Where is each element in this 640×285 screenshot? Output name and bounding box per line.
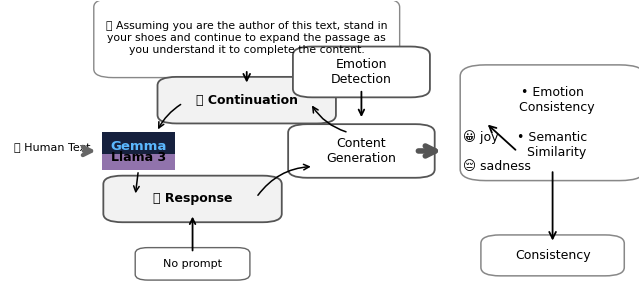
FancyBboxPatch shape [103,176,282,222]
Text: 😀 joy: 😀 joy [463,130,499,144]
Text: 🔥 Human Text: 🔥 Human Text [14,142,91,152]
Text: • Emotion
  Consistency

• Semantic
  Similarity: • Emotion Consistency • Semantic Similar… [511,86,595,159]
Text: No prompt: No prompt [163,259,222,269]
FancyBboxPatch shape [135,248,250,280]
Text: 😔 sadness: 😔 sadness [463,160,531,173]
Text: Consistency: Consistency [515,249,590,262]
FancyBboxPatch shape [481,235,624,276]
FancyBboxPatch shape [157,77,336,123]
Text: Llama 3: Llama 3 [111,151,166,164]
FancyBboxPatch shape [460,65,640,181]
FancyBboxPatch shape [288,124,435,178]
Text: 💡 Assuming you are the author of this text, stand in
your shoes and continue to : 💡 Assuming you are the author of this te… [106,21,387,55]
Text: 🤖 Response: 🤖 Response [153,192,232,205]
FancyBboxPatch shape [94,0,399,78]
Bar [102,154,175,170]
Text: 🤖 Continuation: 🤖 Continuation [196,94,298,107]
Text: Content
Generation: Content Generation [326,137,396,165]
FancyBboxPatch shape [102,132,175,170]
FancyBboxPatch shape [293,46,430,97]
Text: Gemma: Gemma [110,140,166,152]
Text: Emotion
Detection: Emotion Detection [331,58,392,86]
